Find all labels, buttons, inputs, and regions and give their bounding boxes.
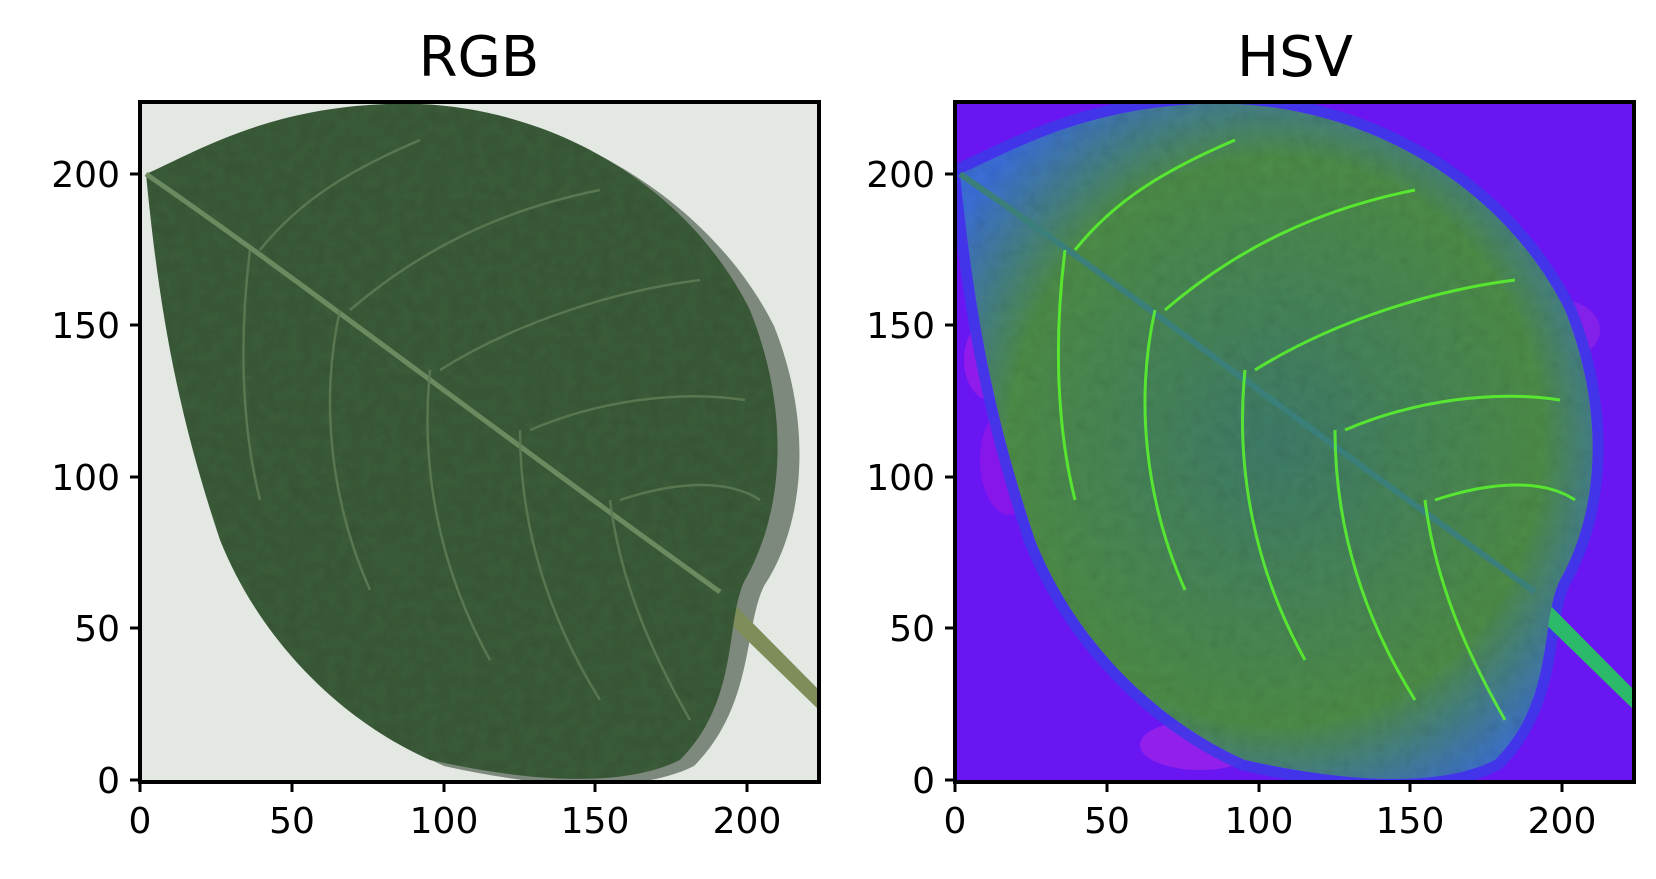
rgb-y-tick-label: 150 bbox=[51, 306, 120, 347]
rgb-y-ticks bbox=[130, 172, 140, 782]
hsv-axes-frame bbox=[953, 100, 1636, 784]
rgb-leaf bbox=[146, 103, 778, 779]
rgb-axes-frame bbox=[138, 100, 821, 784]
hsv-y-tick-label: 0 bbox=[912, 761, 935, 802]
panel-title-hsv: HSV bbox=[1237, 25, 1353, 90]
rgb-image bbox=[140, 102, 819, 782]
hsv-x-tick-label: 150 bbox=[1376, 801, 1445, 842]
hsv-y-tick-label: 50 bbox=[889, 609, 935, 650]
hsv-y-ticks bbox=[945, 172, 955, 782]
rgb-y-tick-label: 50 bbox=[74, 609, 120, 650]
rgb-y-tick-label: 100 bbox=[51, 458, 120, 499]
rgb-panel: RGB bbox=[51, 25, 821, 842]
hsv-y-tick-label: 100 bbox=[866, 458, 935, 499]
hsv-y-tick-label: 150 bbox=[866, 306, 935, 347]
hsv-x-tick-label: 50 bbox=[1084, 801, 1130, 842]
rgb-x-tick-label: 50 bbox=[269, 801, 315, 842]
rgb-x-tick-label: 100 bbox=[410, 801, 479, 842]
hsv-leaf-midrib bbox=[958, 171, 1537, 595]
panel-title-rgb: RGB bbox=[419, 25, 540, 90]
rgb-x-tick-label: 150 bbox=[561, 801, 630, 842]
rgb-y-tick-label: 200 bbox=[51, 155, 120, 196]
hsv-leaf-veins bbox=[1056, 138, 1576, 721]
hsv-leaf-stem bbox=[1527, 590, 1634, 710]
hsv-x-tick-label: 0 bbox=[944, 801, 967, 842]
hsv-panel: HSV bbox=[866, 25, 1636, 842]
rgb-x-ticks bbox=[138, 782, 749, 792]
rgb-x-tick-label: 200 bbox=[713, 801, 782, 842]
hsv-image bbox=[955, 102, 1634, 782]
rgb-y-tick-label: 0 bbox=[97, 761, 120, 802]
hsv-x-tick-label: 100 bbox=[1225, 801, 1294, 842]
rgb-leaf-veins bbox=[242, 138, 761, 721]
hsv-leaf bbox=[960, 103, 1593, 779]
rgb-leaf-midrib bbox=[144, 171, 722, 595]
rgb-x-tick-label: 0 bbox=[129, 801, 152, 842]
hsv-x-tick-label: 200 bbox=[1528, 801, 1597, 842]
hsv-y-tick-label: 200 bbox=[866, 155, 935, 196]
hsv-x-ticks bbox=[953, 782, 1564, 792]
rgb-leaf-stem bbox=[712, 590, 819, 710]
